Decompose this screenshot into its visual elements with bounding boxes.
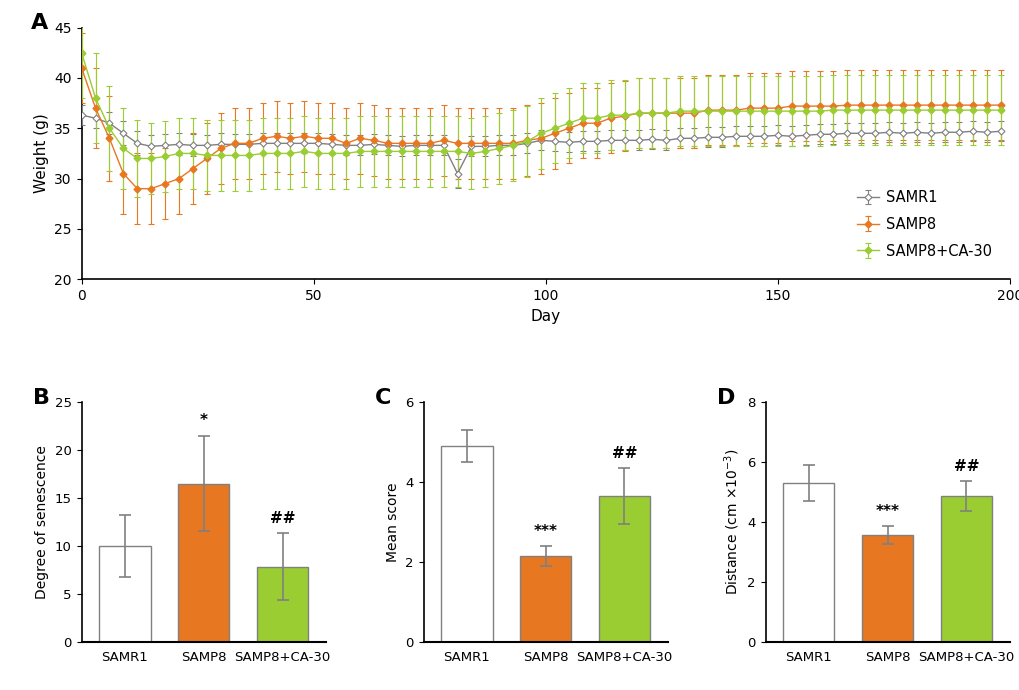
Bar (783, 483, 834, 642)
Bar (520, 556, 571, 642)
Text: C: C (374, 388, 390, 408)
Text: D: D (716, 388, 735, 408)
Text: A: A (31, 12, 48, 32)
Text: B: B (33, 388, 50, 408)
Text: ##: ## (611, 446, 637, 461)
Text: ##: ## (269, 511, 294, 526)
Bar (441, 446, 492, 642)
X-axis label: Day: Day (530, 308, 560, 324)
Text: ***: *** (533, 524, 557, 539)
Legend: SAMR1, SAMP8, SAMP8+CA-30: SAMR1, SAMP8, SAMP8+CA-30 (850, 184, 997, 264)
Text: *: * (200, 413, 208, 428)
Text: ***: *** (874, 504, 899, 519)
Bar (99, 546, 151, 642)
Bar (178, 484, 229, 642)
Y-axis label: Distance (cm $\times$10$^{-3}$): Distance (cm $\times$10$^{-3}$) (721, 448, 741, 595)
Bar (598, 496, 649, 642)
Bar (940, 496, 991, 642)
Y-axis label: Degree of senescence: Degree of senescence (36, 445, 49, 599)
Bar (861, 535, 912, 642)
Y-axis label: Weight (g): Weight (g) (34, 114, 49, 193)
Text: ##: ## (953, 460, 978, 474)
Bar (257, 567, 308, 642)
Y-axis label: Mean score: Mean score (385, 482, 399, 562)
